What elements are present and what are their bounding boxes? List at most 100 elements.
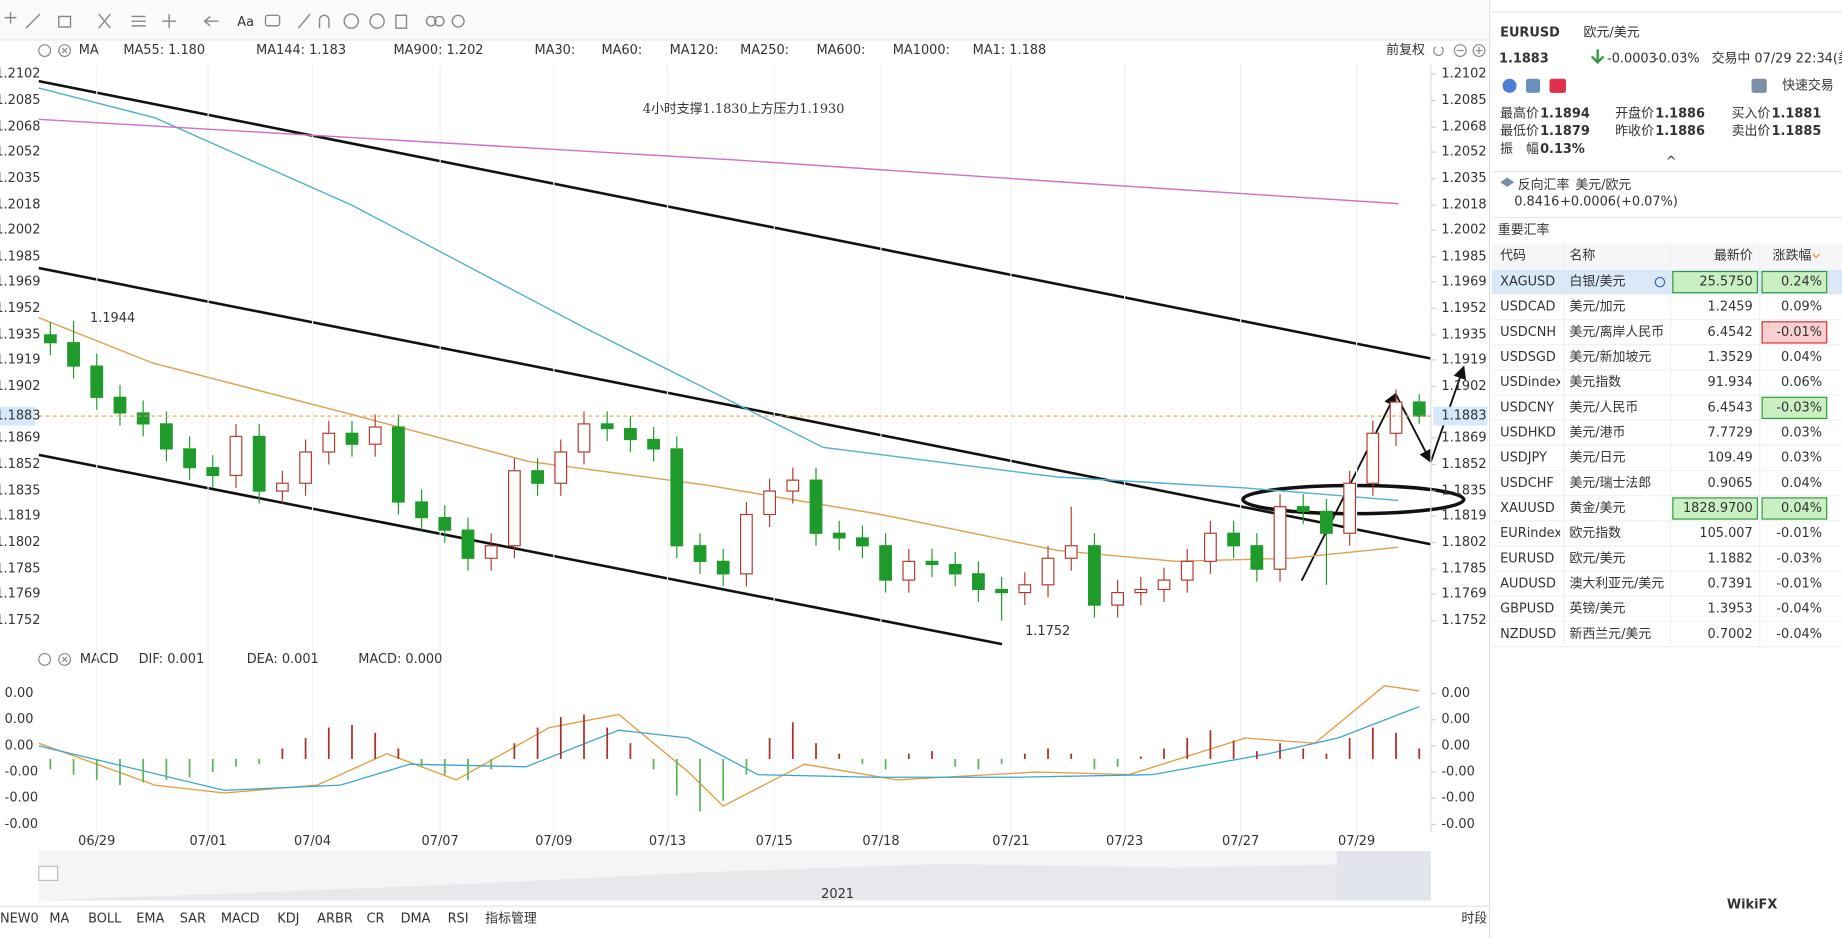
navigator-handle[interactable] [38,865,59,881]
legend-entry[interactable]: MA900: 1.202 [394,43,484,58]
candle-body [531,470,544,484]
x-tick-label: 07/27 [1222,834,1259,849]
indicator-tab[interactable]: NEW0 [0,912,39,927]
collapse-caret[interactable]: ^ [1666,155,1677,170]
row-code[interactable]: USDCHF [1500,476,1554,491]
toolbar-icons[interactable] [4,11,465,29]
x-tick-label: 07/13 [649,834,686,849]
row-name[interactable]: 美元/新加坡元 [1569,349,1651,365]
indicator-name[interactable]: MA [79,43,99,58]
candle-body [275,482,289,492]
toolbar [0,0,1490,40]
candle-body [948,563,962,575]
quick-trade[interactable]: 快速交易 [1782,77,1834,93]
indicator-tab[interactable]: MACD [221,912,260,927]
legend-entry[interactable]: MA1000: [893,43,950,58]
legend-entry[interactable]: DEA: 0.001 [247,652,319,667]
candle-body [670,448,684,547]
annotation: 4小时支撑1.1830上方压力1.1930 [643,101,845,117]
row-code[interactable]: XAUUSD [1500,501,1555,516]
column-header[interactable]: 最新价 [1714,248,1753,264]
macd-header-icons[interactable] [38,652,72,666]
text-tool[interactable]: Aa [237,15,254,30]
indicator-tab[interactable]: KDJ [277,912,299,927]
row-code[interactable]: XAGUSD [1500,275,1555,290]
row-price: 1.3953 [1708,602,1753,617]
symbol-name: 欧元/美元 [1584,25,1640,40]
period-tab[interactable]: 时段 [1461,912,1487,927]
quote-icons[interactable] [1502,78,1767,93]
candle-body [693,545,707,562]
column-header[interactable]: 名称 [1569,248,1595,264]
row-name[interactable]: 澳大利亚元/美元 [1569,575,1664,591]
inverse-pair[interactable]: 美元/欧元 [1575,178,1631,193]
candle-body [1088,545,1101,606]
indicator-tab[interactable]: MA [49,912,69,927]
row-code[interactable]: USDCAD [1500,300,1555,315]
indicator-tab[interactable]: RSI [448,912,469,927]
indicator-tab[interactable]: DMA [401,912,431,927]
indicator-tab[interactable]: CR [367,912,385,927]
candle-body [136,412,150,425]
legend-entry[interactable]: MA250: [740,43,789,58]
y-tick-label: 1.1935 [1441,327,1486,342]
y-tick-label: 1.1835 [1441,484,1486,499]
y-tick-label: 1.2018 [1441,198,1486,213]
row-name[interactable]: 欧元/美元 [1569,551,1625,566]
legend-entry[interactable]: MA600: [816,43,865,58]
row-code[interactable]: USDJPY [1500,451,1547,466]
candle-body [206,467,220,477]
row-name[interactable]: 英镑/美元 [1569,601,1625,617]
legend-entry[interactable]: MA1: 1.188 [973,43,1047,58]
row-name[interactable]: 美元/加元 [1569,300,1625,315]
indicator-tab[interactable]: EMA [136,912,164,927]
row-code[interactable]: EURindex [1500,526,1562,541]
y-tick-label: 1.2102 [1441,67,1486,82]
row-name[interactable]: 美元指数 [1569,375,1621,390]
row-name[interactable]: 黄金/美元 [1569,500,1625,516]
legend-entry[interactable]: MACD: 0.000 [358,652,442,667]
row-name[interactable]: 美元/港币 [1569,426,1625,441]
row-name[interactable]: 新西兰元/美元 [1569,626,1651,642]
adjust-mode[interactable]: 前复权 [1386,42,1425,58]
stat-label: 买入价 [1732,107,1771,122]
row-code[interactable]: NZDUSD [1500,627,1556,642]
row-name[interactable]: 美元/瑞士法郎 [1569,476,1651,491]
row-code[interactable]: EURUSD [1500,551,1554,566]
indicator-tab[interactable]: ARBR [317,912,353,927]
column-header[interactable]: 代码 [1500,249,1526,264]
row-code[interactable]: USDCNH [1500,325,1556,340]
y-tick-label-left: 1.1902 [0,379,40,394]
macd-title[interactable]: MACD [80,652,119,667]
row-code[interactable]: GBPUSD [1500,602,1554,617]
column-header[interactable]: 涨跌幅 [1773,248,1812,264]
stat-label: 最低价 [1500,124,1539,139]
row-name[interactable]: 美元/离岸人民币 [1569,324,1664,340]
row-price: 0.7391 [1708,576,1753,591]
legend-entry[interactable]: DIF: 0.001 [139,652,205,667]
indicator-tab[interactable]: 指标管理 [485,912,537,927]
y-tick-label-left: 1.2035 [0,171,40,186]
chart-header-icons[interactable] [38,44,1486,58]
legend-entry[interactable]: MA60: [601,43,642,58]
candle-body [252,435,266,492]
candle-body [763,490,776,516]
row-name[interactable]: 欧元指数 [1569,526,1621,541]
row-code[interactable]: AUDUSD [1500,576,1556,591]
row-code[interactable]: USDCNY [1500,400,1554,415]
row-code[interactable]: USDHKD [1500,426,1556,441]
legend-entry[interactable]: MA120: [670,43,719,58]
row-name[interactable]: 美元/人民币 [1569,400,1638,415]
legend-entry[interactable]: MA55: 1.180 [123,43,205,58]
indicator-tab[interactable]: BOLL [88,912,122,927]
navigator-window[interactable] [1336,851,1431,901]
indicator-tab[interactable]: SAR [180,912,206,927]
row-code[interactable]: USDindex [1500,375,1563,390]
candle-body [484,545,498,559]
stat-value: 1.1881 [1772,107,1822,122]
legend-entry[interactable]: MA30: [535,43,576,58]
row-name[interactable]: 美元/日元 [1569,451,1625,466]
row-code[interactable]: USDSGD [1500,350,1556,365]
row-name[interactable]: 白银/美元 [1569,274,1625,290]
legend-entry[interactable]: MA144: 1.183 [256,43,346,58]
